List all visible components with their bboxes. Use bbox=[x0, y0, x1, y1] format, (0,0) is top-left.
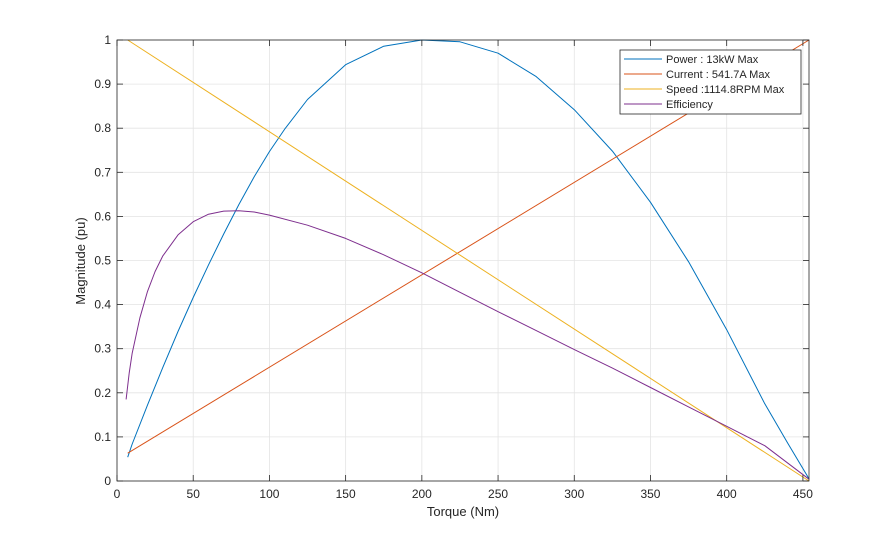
series-line-3 bbox=[127, 39, 810, 482]
legend: Power : 13kW Max Current : 541.7A Max Spee… bbox=[619, 49, 802, 115]
legend-box bbox=[619, 49, 802, 115]
y-tick-label: 1 bbox=[104, 33, 111, 47]
y-tick-label: 0.8 bbox=[94, 121, 111, 135]
x-tick-label: 100 bbox=[259, 487, 279, 501]
y-tick-label: 0.5 bbox=[94, 254, 111, 268]
y-tick-label: 0.2 bbox=[94, 386, 111, 400]
series-line-1 bbox=[127, 39, 810, 480]
x-tick-label: 50 bbox=[187, 487, 201, 501]
x-tick-label: 150 bbox=[336, 487, 356, 501]
x-tick-label: 300 bbox=[564, 487, 584, 501]
y-tick-label: 0.7 bbox=[94, 165, 111, 179]
y-tick-label: 0.9 bbox=[94, 77, 111, 91]
x-tick-label: 200 bbox=[412, 487, 432, 501]
x-tick-label: 0 bbox=[114, 487, 121, 501]
x-tick-label: 350 bbox=[640, 487, 660, 501]
x-tick-label: 400 bbox=[717, 487, 737, 501]
legend-label: Speed :1114.8RPM Max bbox=[666, 84, 785, 96]
x-tick-label: 250 bbox=[488, 487, 508, 501]
y-axis-label: Magnitude (pu) bbox=[73, 217, 88, 304]
legend-label: Power : 13kW Max bbox=[666, 54, 759, 66]
x-tick-label: 450 bbox=[793, 487, 813, 501]
x-axis-label: Torque (Nm) bbox=[427, 504, 499, 519]
series-line-4 bbox=[125, 210, 810, 480]
y-tick-label: 0.6 bbox=[94, 209, 111, 223]
y-tick-label: 0.4 bbox=[94, 298, 111, 312]
legend-label: Current : 541.7A Max bbox=[666, 69, 770, 81]
y-tick-label: 0.1 bbox=[94, 430, 111, 444]
series-lines bbox=[125, 39, 810, 482]
axis-ticks: 0 50 100 150 200 250 300 350 400 450 0 0.1 0.2 0.3 0.4… bbox=[94, 33, 813, 501]
legend-label: Efficiency bbox=[666, 99, 713, 111]
y-tick-label: 0 bbox=[104, 474, 111, 488]
y-tick-label: 0.3 bbox=[94, 342, 111, 356]
